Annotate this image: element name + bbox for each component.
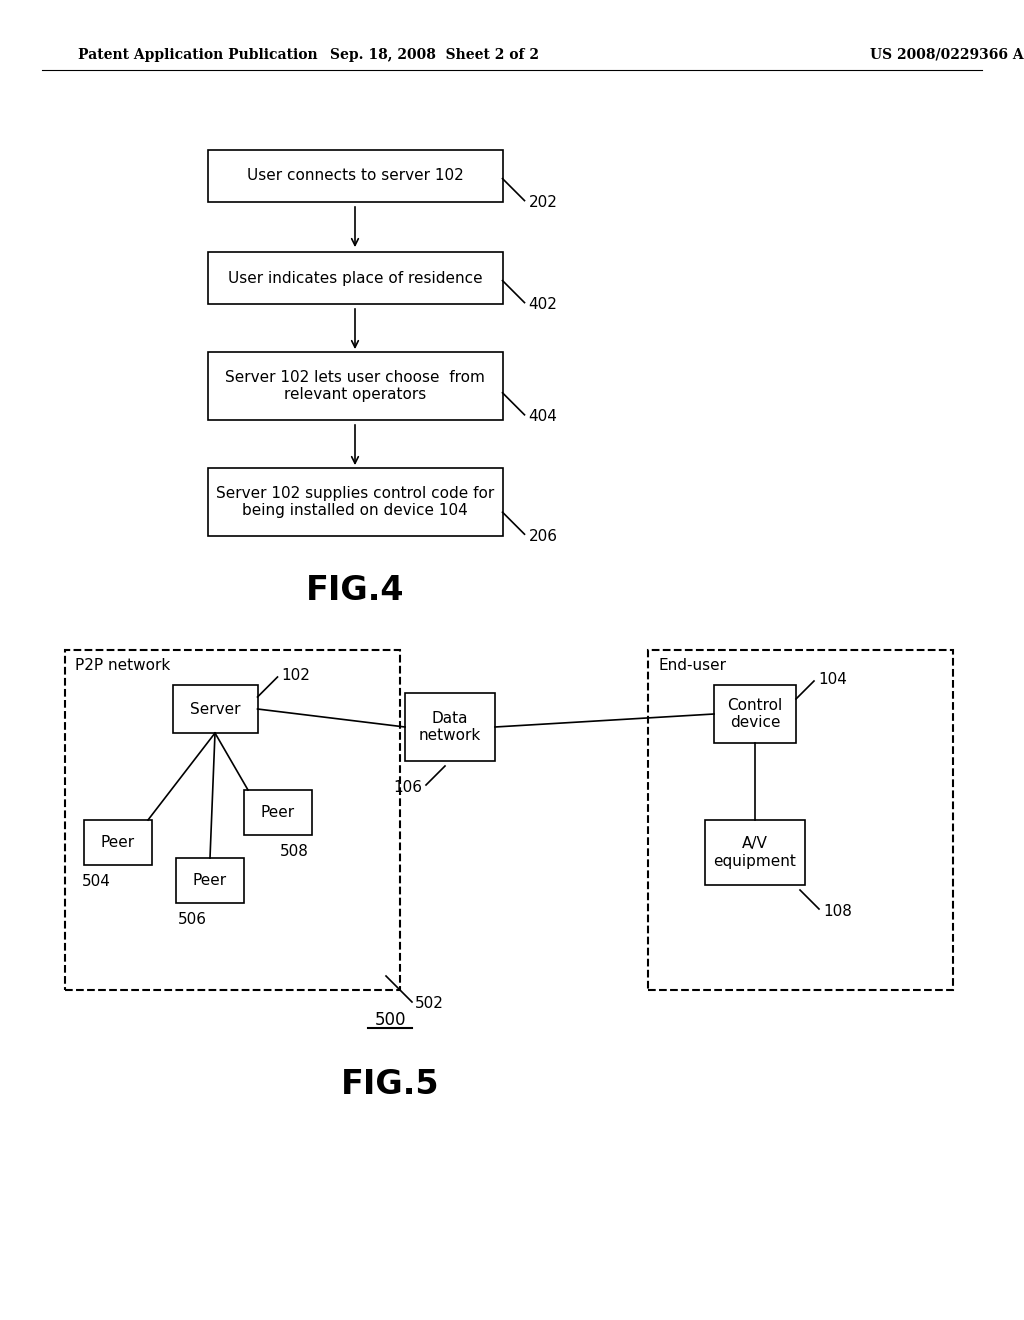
Text: US 2008/0229366 A1: US 2008/0229366 A1 bbox=[870, 48, 1024, 62]
Text: 106: 106 bbox=[393, 780, 422, 795]
Text: Peer: Peer bbox=[193, 873, 227, 888]
FancyBboxPatch shape bbox=[648, 649, 953, 990]
Text: A/V
equipment: A/V equipment bbox=[714, 837, 797, 869]
Text: Patent Application Publication: Patent Application Publication bbox=[78, 48, 317, 62]
FancyBboxPatch shape bbox=[244, 789, 312, 836]
Text: Peer: Peer bbox=[101, 836, 135, 850]
Text: End-user: End-user bbox=[658, 659, 726, 673]
Text: FIG.5: FIG.5 bbox=[341, 1068, 439, 1101]
FancyBboxPatch shape bbox=[172, 685, 257, 733]
FancyBboxPatch shape bbox=[84, 820, 152, 865]
Text: User indicates place of residence: User indicates place of residence bbox=[227, 271, 482, 285]
Text: Sep. 18, 2008  Sheet 2 of 2: Sep. 18, 2008 Sheet 2 of 2 bbox=[331, 48, 540, 62]
FancyBboxPatch shape bbox=[65, 649, 400, 990]
Text: 500: 500 bbox=[374, 1011, 406, 1030]
Text: 202: 202 bbox=[528, 195, 557, 210]
Text: 402: 402 bbox=[528, 297, 557, 312]
FancyBboxPatch shape bbox=[714, 685, 796, 743]
Text: 108: 108 bbox=[823, 903, 852, 919]
FancyBboxPatch shape bbox=[208, 252, 503, 304]
FancyBboxPatch shape bbox=[208, 150, 503, 202]
Text: 102: 102 bbox=[282, 668, 310, 682]
Text: Server 102 lets user choose  from
relevant operators: Server 102 lets user choose from relevan… bbox=[225, 370, 485, 403]
Text: Server 102 supplies control code for
being installed on device 104: Server 102 supplies control code for bei… bbox=[216, 486, 495, 519]
Text: 506: 506 bbox=[178, 912, 207, 927]
Text: 508: 508 bbox=[280, 843, 309, 858]
Text: Control
device: Control device bbox=[727, 698, 782, 730]
FancyBboxPatch shape bbox=[705, 820, 805, 884]
Text: 104: 104 bbox=[818, 672, 847, 686]
Text: FIG.4: FIG.4 bbox=[306, 573, 404, 606]
Text: Server: Server bbox=[189, 701, 241, 717]
Text: User connects to server 102: User connects to server 102 bbox=[247, 169, 464, 183]
FancyBboxPatch shape bbox=[406, 693, 495, 762]
Text: P2P network: P2P network bbox=[75, 659, 170, 673]
Text: 502: 502 bbox=[415, 997, 443, 1011]
FancyBboxPatch shape bbox=[176, 858, 244, 903]
FancyBboxPatch shape bbox=[208, 469, 503, 536]
Text: Data
network: Data network bbox=[419, 710, 481, 743]
Text: 504: 504 bbox=[82, 874, 111, 888]
Text: 206: 206 bbox=[528, 529, 557, 544]
Text: Peer: Peer bbox=[261, 805, 295, 820]
Text: 404: 404 bbox=[528, 409, 557, 424]
FancyBboxPatch shape bbox=[208, 352, 503, 420]
